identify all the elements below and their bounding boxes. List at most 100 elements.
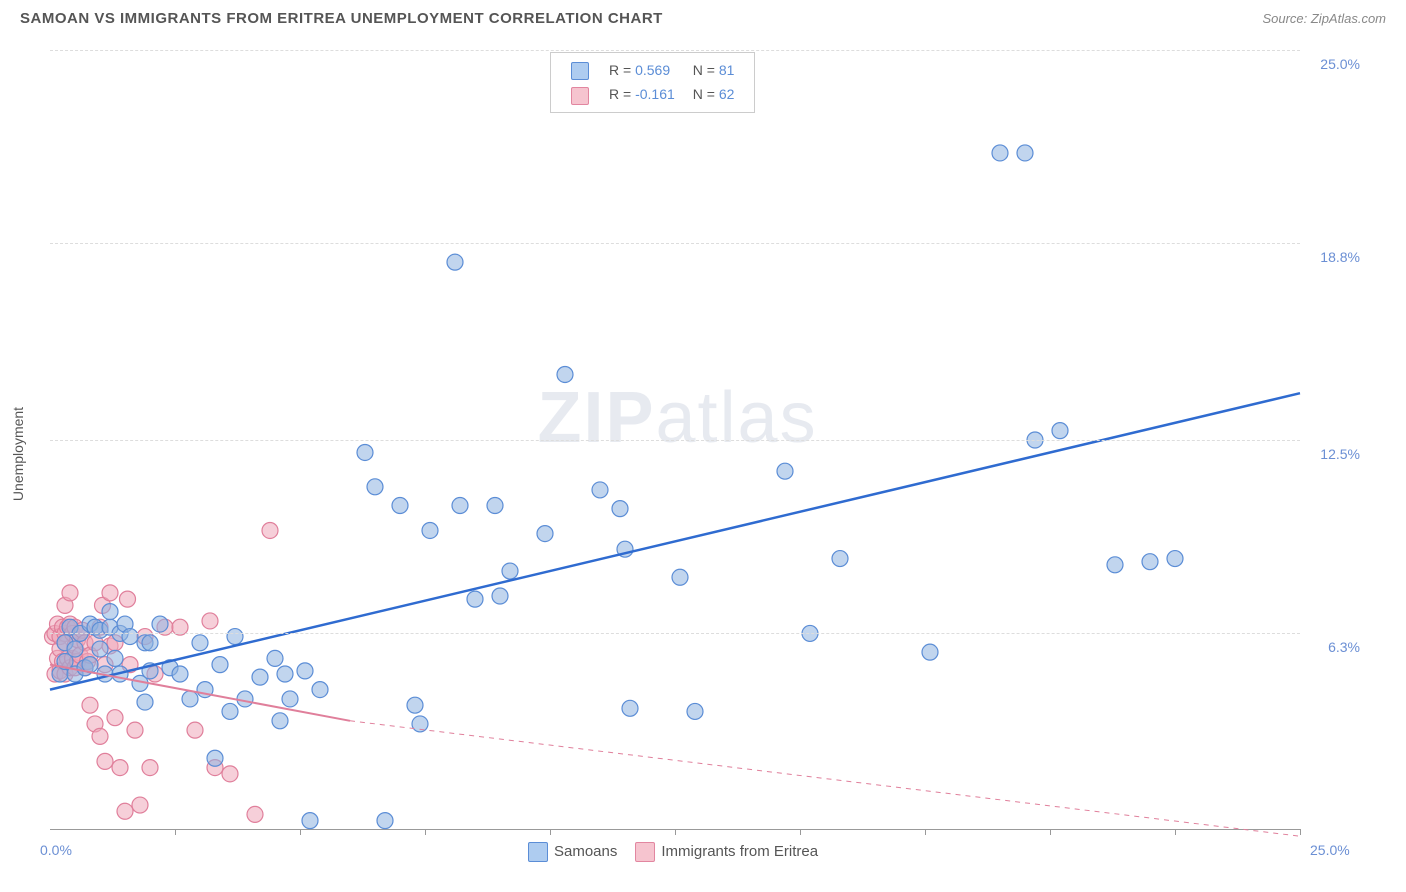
samoan-point bbox=[122, 629, 138, 645]
samoan-point bbox=[1167, 551, 1183, 567]
source-attribution: Source: ZipAtlas.com bbox=[1262, 11, 1386, 26]
samoan-point bbox=[137, 694, 153, 710]
legend-swatch bbox=[571, 87, 589, 105]
samoan-point bbox=[152, 616, 168, 632]
eritrea-point bbox=[92, 728, 108, 744]
samoan-point bbox=[212, 657, 228, 673]
eritrea-point bbox=[202, 613, 218, 629]
samoan-point bbox=[182, 691, 198, 707]
samoan-point bbox=[207, 750, 223, 766]
y-tick-label: 18.8% bbox=[1320, 249, 1360, 265]
eritrea-point bbox=[62, 585, 78, 601]
samoan-point bbox=[592, 482, 608, 498]
samoan-point bbox=[267, 650, 283, 666]
samoan-point bbox=[192, 635, 208, 651]
samoan-point bbox=[312, 682, 328, 698]
samoan-point bbox=[282, 691, 298, 707]
chart-header: SAMOAN VS IMMIGRANTS FROM ERITREA UNEMPL… bbox=[0, 0, 1406, 35]
eritrea-point bbox=[127, 722, 143, 738]
eritrea-point bbox=[120, 591, 136, 607]
legend-label: Samoans bbox=[554, 843, 617, 860]
x-tick bbox=[925, 829, 926, 835]
samoan-point bbox=[302, 813, 318, 829]
samoan-regression-line bbox=[50, 393, 1300, 689]
eritrea-point bbox=[132, 797, 148, 813]
y-tick-label: 12.5% bbox=[1320, 446, 1360, 462]
samoan-point bbox=[612, 501, 628, 517]
samoan-point bbox=[357, 444, 373, 460]
samoan-point bbox=[172, 666, 188, 682]
samoan-point bbox=[537, 526, 553, 542]
samoan-point bbox=[487, 498, 503, 514]
samoan-point bbox=[252, 669, 268, 685]
samoan-point bbox=[1017, 145, 1033, 161]
legend-row: R = -0.161 N = 62 bbox=[563, 83, 742, 105]
eritrea-point bbox=[97, 753, 113, 769]
gridline bbox=[50, 440, 1300, 441]
samoan-point bbox=[392, 498, 408, 514]
samoan-point bbox=[107, 650, 123, 666]
x-axis-origin-label: 0.0% bbox=[40, 842, 72, 858]
legend-swatch bbox=[571, 62, 589, 80]
x-tick bbox=[425, 829, 426, 835]
eritrea-point bbox=[247, 806, 263, 822]
r-label: R = bbox=[609, 62, 631, 78]
x-tick bbox=[550, 829, 551, 835]
eritrea-regression-line-dashed bbox=[350, 721, 1300, 836]
samoan-point bbox=[1142, 554, 1158, 570]
eritrea-point bbox=[262, 522, 278, 538]
y-axis-label: Unemployment bbox=[10, 407, 26, 501]
samoan-point bbox=[467, 591, 483, 607]
samoan-point bbox=[92, 641, 108, 657]
samoan-point bbox=[277, 666, 293, 682]
samoan-point bbox=[407, 697, 423, 713]
x-tick bbox=[1300, 829, 1301, 835]
samoan-point bbox=[67, 641, 83, 657]
x-tick bbox=[675, 829, 676, 835]
n-label: N = bbox=[693, 62, 715, 78]
x-axis-max-label: 25.0% bbox=[1310, 842, 1350, 858]
gridline bbox=[50, 243, 1300, 244]
x-tick bbox=[800, 829, 801, 835]
samoan-point bbox=[687, 703, 703, 719]
n-value: 81 bbox=[719, 62, 735, 78]
legend-swatch bbox=[528, 842, 548, 862]
samoan-point bbox=[377, 813, 393, 829]
eritrea-point bbox=[187, 722, 203, 738]
y-tick-label: 25.0% bbox=[1320, 56, 1360, 72]
samoan-point bbox=[1107, 557, 1123, 573]
eritrea-point bbox=[82, 697, 98, 713]
plot-area: ZIPatlas R = 0.569N = 81R = -0.161N = 62… bbox=[50, 50, 1300, 830]
samoan-point bbox=[502, 563, 518, 579]
samoan-point bbox=[832, 551, 848, 567]
eritrea-point bbox=[142, 760, 158, 776]
samoan-point bbox=[142, 635, 158, 651]
x-tick bbox=[1175, 829, 1176, 835]
legend-label: Immigrants from Eritrea bbox=[661, 843, 818, 860]
chart-title: SAMOAN VS IMMIGRANTS FROM ERITREA UNEMPL… bbox=[20, 10, 663, 27]
samoan-point bbox=[622, 700, 638, 716]
eritrea-point bbox=[222, 766, 238, 782]
legend-row: R = 0.569 N = 81 bbox=[563, 59, 742, 81]
samoan-point bbox=[452, 498, 468, 514]
eritrea-point bbox=[107, 710, 123, 726]
n-label: N = bbox=[693, 86, 715, 102]
r-value: -0.161 bbox=[635, 86, 675, 102]
eritrea-point bbox=[112, 760, 128, 776]
r-value: 0.569 bbox=[635, 62, 670, 78]
samoan-point bbox=[447, 254, 463, 270]
samoan-point bbox=[1052, 423, 1068, 439]
samoan-point bbox=[922, 644, 938, 660]
samoan-point bbox=[557, 366, 573, 382]
eritrea-point bbox=[117, 803, 133, 819]
legend-swatch bbox=[635, 842, 655, 862]
samoan-point bbox=[992, 145, 1008, 161]
gridline bbox=[50, 50, 1300, 51]
n-value: 62 bbox=[719, 86, 735, 102]
samoan-point bbox=[102, 604, 118, 620]
samoan-point bbox=[492, 588, 508, 604]
samoan-point bbox=[297, 663, 313, 679]
r-label: R = bbox=[609, 86, 631, 102]
eritrea-point bbox=[102, 585, 118, 601]
samoan-point bbox=[672, 569, 688, 585]
